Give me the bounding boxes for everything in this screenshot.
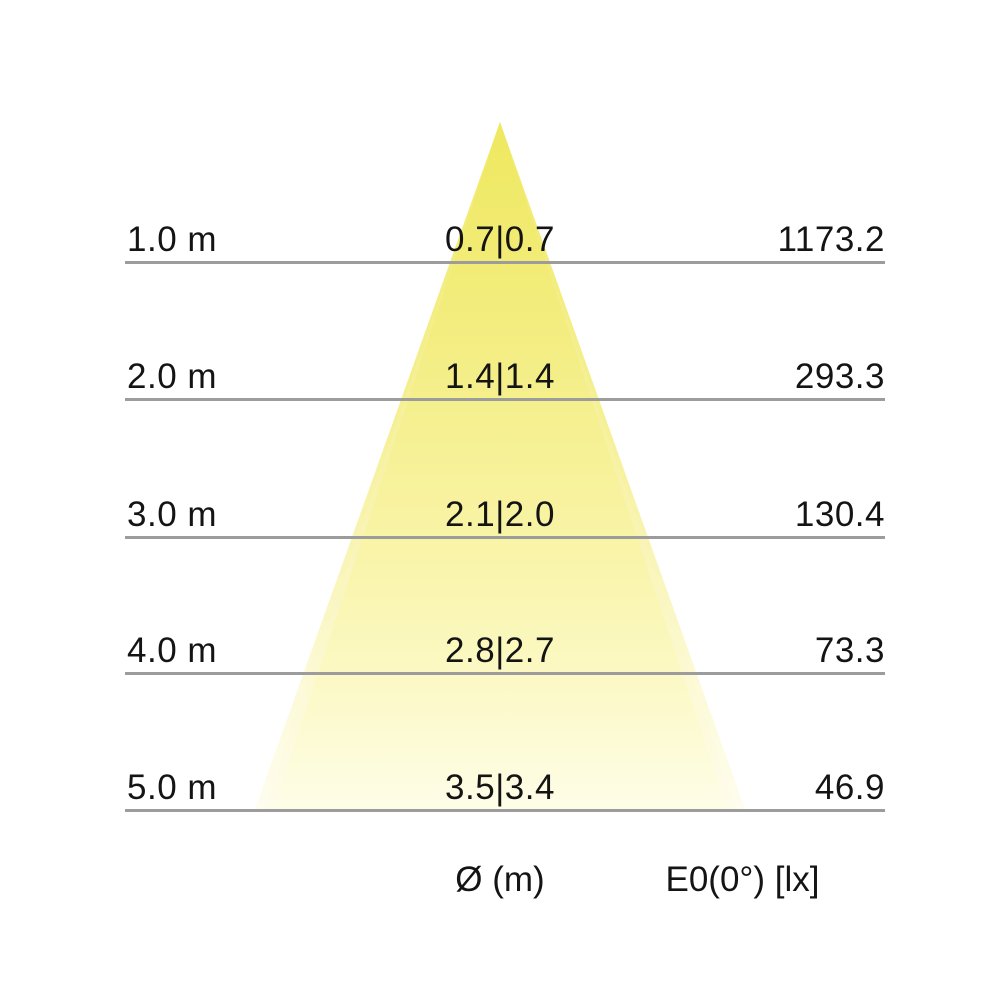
illuminance-label-row-5: 46.9 xyxy=(814,768,885,807)
diameter-label-row-4: 2.8|2.7 xyxy=(445,631,555,670)
beam-cone-core xyxy=(272,122,728,812)
illuminance-label-row-4: 73.3 xyxy=(814,631,885,670)
distance-label-row-4: 4.0 m xyxy=(127,631,218,670)
illuminance-label-row-3: 130.4 xyxy=(794,495,885,534)
distance-label-row-2: 2.0 m xyxy=(127,357,218,396)
distance-label-row-1: 1.0 m xyxy=(127,220,218,259)
axis-caption-illuminance: E0(0°) [lx] xyxy=(665,860,820,899)
diameter-label-row-1: 0.7|0.7 xyxy=(445,220,555,259)
diameter-label-row-5: 3.5|3.4 xyxy=(445,768,555,807)
diameter-label-row-3: 2.1|2.0 xyxy=(445,495,555,534)
illuminance-label-row-2: 293.3 xyxy=(794,357,885,396)
distance-label-row-5: 5.0 m xyxy=(127,768,218,807)
diameter-label-row-2: 1.4|1.4 xyxy=(445,357,555,396)
illuminance-label-row-1: 1173.2 xyxy=(777,220,885,259)
axis-caption-diameter: Ø (m) xyxy=(455,860,545,899)
distance-label-row-3: 3.0 m xyxy=(127,495,218,534)
gridlines xyxy=(125,261,885,812)
